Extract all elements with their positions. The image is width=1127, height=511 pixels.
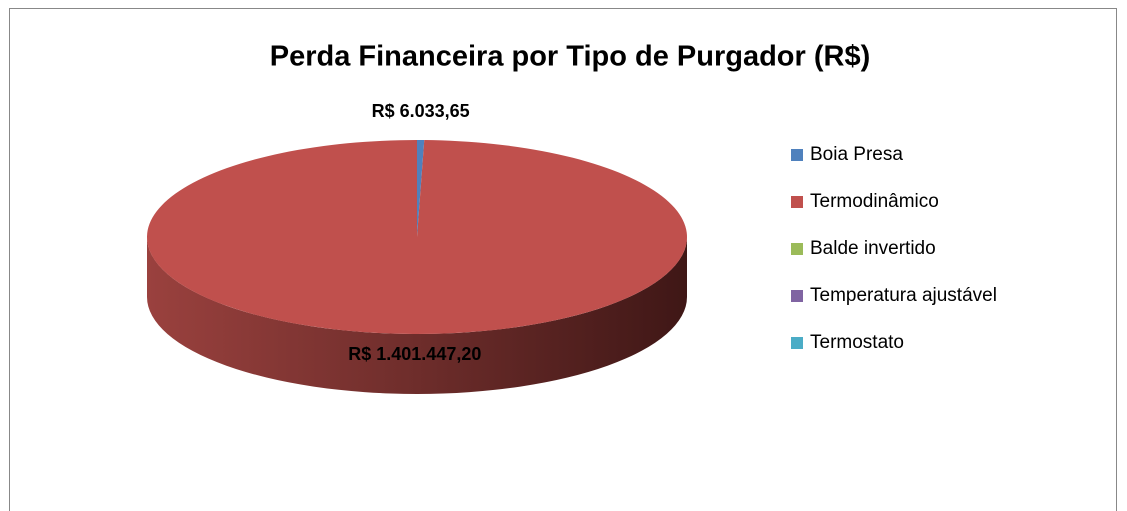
legend-swatch: [791, 196, 803, 208]
pie-side: [147, 237, 687, 394]
legend-label: Termodinâmico: [810, 191, 939, 212]
data-label: R$ 1.401.447,20: [348, 344, 481, 364]
pie-slice: [146, 140, 687, 334]
legend-swatch: [791, 337, 803, 349]
legend-label: Termostato: [810, 332, 904, 353]
legend-label: Boia Presa: [810, 144, 903, 165]
legend-label: Temperatura ajustável: [810, 285, 997, 306]
legend-swatch: [791, 243, 803, 255]
legend-label: Balde invertido: [810, 238, 936, 259]
pie-slice: [417, 140, 425, 237]
data-label: R$ 6.033,65: [372, 101, 470, 121]
legend-swatch: [791, 149, 803, 161]
chart-title: Perda Financeira por Tipo de Purgador (R…: [270, 41, 871, 73]
legend-swatch: [791, 290, 803, 302]
